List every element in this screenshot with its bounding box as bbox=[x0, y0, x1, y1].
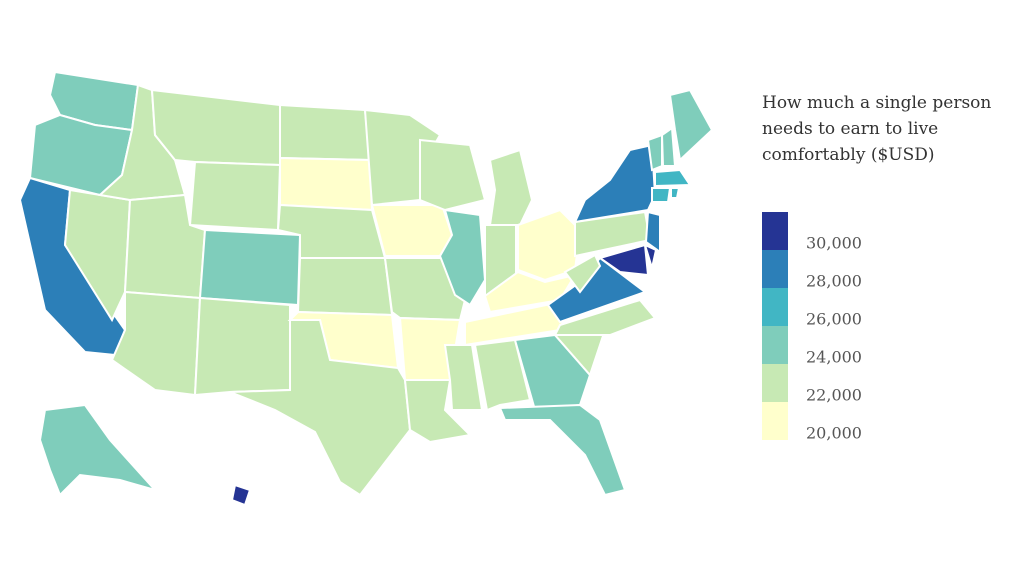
region bbox=[573, 143, 657, 224]
legend-label: 30,000 bbox=[806, 234, 862, 253]
region bbox=[188, 160, 282, 232]
legend-swatch bbox=[762, 212, 788, 250]
region bbox=[498, 403, 627, 497]
region bbox=[279, 156, 374, 212]
legend-swatch bbox=[762, 288, 788, 326]
legend-label: 26,000 bbox=[806, 310, 862, 329]
title-line: needs to earn to live bbox=[762, 119, 939, 139]
region bbox=[438, 208, 487, 307]
region bbox=[644, 210, 661, 254]
region bbox=[38, 403, 159, 497]
region bbox=[198, 228, 302, 307]
title-line: comfortably ($USD) bbox=[762, 145, 935, 165]
region bbox=[296, 257, 394, 317]
region bbox=[660, 126, 677, 167]
region bbox=[553, 298, 657, 336]
region bbox=[230, 483, 252, 507]
region bbox=[473, 338, 532, 412]
region bbox=[563, 253, 602, 294]
region bbox=[419, 138, 487, 212]
region bbox=[654, 168, 692, 188]
region bbox=[150, 88, 281, 167]
region bbox=[670, 187, 681, 199]
region bbox=[643, 243, 658, 272]
region bbox=[651, 187, 672, 203]
legend-label: 20,000 bbox=[806, 424, 862, 443]
region bbox=[110, 290, 202, 397]
region bbox=[279, 103, 372, 162]
legend-label: 24,000 bbox=[806, 348, 862, 367]
legend-label: 22,000 bbox=[806, 386, 862, 405]
region bbox=[597, 243, 650, 277]
legend-swatch bbox=[762, 326, 788, 364]
region bbox=[488, 148, 534, 226]
region bbox=[370, 204, 454, 257]
region bbox=[229, 319, 412, 497]
title-line: How much a single person bbox=[762, 93, 992, 113]
legend-title: How much a single person needs to earn t… bbox=[762, 90, 991, 168]
legend-swatch bbox=[762, 250, 788, 288]
region bbox=[443, 344, 484, 411]
legend-swatch bbox=[762, 402, 788, 440]
region bbox=[668, 88, 714, 163]
legend-swatch bbox=[762, 364, 788, 402]
legend-label: 28,000 bbox=[806, 272, 862, 291]
region bbox=[193, 296, 291, 397]
